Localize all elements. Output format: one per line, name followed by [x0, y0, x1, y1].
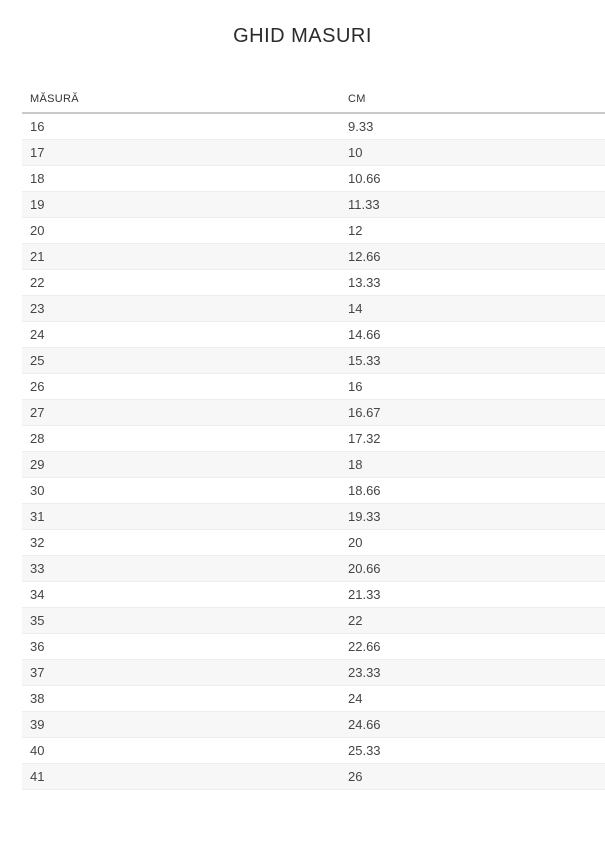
table-row: 25 15.33 [22, 347, 605, 374]
cell-cm: 20.66 [340, 555, 605, 582]
cell-cm: 11.33 [340, 191, 605, 218]
cell-size: 26 [22, 373, 340, 400]
cell-size: 34 [22, 581, 340, 608]
cell-size: 16 [22, 113, 340, 140]
table-row: 20 12 [22, 217, 605, 244]
table-row: 41 26 [22, 763, 605, 790]
cell-cm: 12 [340, 217, 605, 244]
table-row: 27 16.67 [22, 399, 605, 426]
cell-size: 36 [22, 633, 340, 660]
table-row: 39 24.66 [22, 711, 605, 738]
table-row: 31 19.33 [22, 503, 605, 530]
table-row: 23 14 [22, 295, 605, 322]
cell-cm: 9.33 [340, 113, 605, 140]
page-title: GHID MASURI [233, 25, 372, 47]
table-row: 24 14.66 [22, 321, 605, 348]
cell-size: 24 [22, 321, 340, 348]
cell-size: 33 [22, 555, 340, 582]
table-row: 30 18.66 [22, 477, 605, 504]
cell-size: 22 [22, 269, 340, 296]
cell-cm: 24.66 [340, 711, 605, 738]
cell-size: 38 [22, 685, 340, 712]
cell-size: 32 [22, 529, 340, 556]
table-row: 18 10.66 [22, 165, 605, 192]
table-row: 22 13.33 [22, 269, 605, 296]
table-row: 26 16 [22, 373, 605, 400]
table-row: 32 20 [22, 529, 605, 556]
cell-size: 40 [22, 737, 340, 764]
cell-cm: 17.32 [340, 425, 605, 452]
table-row: 36 22.66 [22, 633, 605, 660]
cell-cm: 22 [340, 607, 605, 634]
table-row: 21 12.66 [22, 243, 605, 270]
cell-size: 31 [22, 503, 340, 530]
table-body: 16 9.33 17 10 18 10.66 19 11.33 20 12 21 12.66 22 13.… [22, 113, 605, 790]
cell-cm: 22.66 [340, 633, 605, 660]
cell-size: 30 [22, 477, 340, 504]
cell-cm: 26 [340, 763, 605, 790]
cell-size: 28 [22, 425, 340, 452]
cell-size: 20 [22, 217, 340, 244]
cell-size: 23 [22, 295, 340, 322]
cell-cm: 19.33 [340, 503, 605, 530]
cell-size: 41 [22, 763, 340, 790]
cell-cm: 13.33 [340, 269, 605, 296]
table-row: 38 24 [22, 685, 605, 712]
cell-cm: 20 [340, 529, 605, 556]
cell-cm: 18 [340, 451, 605, 478]
cell-cm: 23.33 [340, 659, 605, 686]
table-row: 34 21.33 [22, 581, 605, 608]
cell-cm: 10.66 [340, 165, 605, 192]
cell-size: 21 [22, 243, 340, 270]
cell-size: 27 [22, 399, 340, 426]
cell-size: 37 [22, 659, 340, 686]
cell-size: 17 [22, 139, 340, 166]
cell-cm: 14.66 [340, 321, 605, 348]
cell-cm: 21.33 [340, 581, 605, 608]
cell-size: 19 [22, 191, 340, 218]
cell-cm: 12.66 [340, 243, 605, 270]
table-row: 28 17.32 [22, 425, 605, 452]
table-header-row: MĂSURĂ CM [22, 93, 605, 114]
table-row: 35 22 [22, 607, 605, 634]
cell-cm: 16 [340, 373, 605, 400]
cell-size: 29 [22, 451, 340, 478]
table-row: 16 9.33 [22, 113, 605, 140]
cell-cm: 25.33 [340, 737, 605, 764]
table-row: 17 10 [22, 139, 605, 166]
cell-size: 39 [22, 711, 340, 738]
cell-cm: 10 [340, 139, 605, 166]
cell-cm: 15.33 [340, 347, 605, 374]
table-row: 29 18 [22, 451, 605, 478]
size-guide-table: MĂSURĂ CM 16 9.33 17 10 18 10.66 19 11.33 20 12 21… [22, 93, 605, 790]
column-header-size: MĂSURĂ [22, 93, 340, 114]
column-header-cm: CM [340, 93, 605, 114]
table-row: 33 20.66 [22, 555, 605, 582]
cell-size: 25 [22, 347, 340, 374]
table-row: 19 11.33 [22, 191, 605, 218]
cell-cm: 24 [340, 685, 605, 712]
cell-cm: 18.66 [340, 477, 605, 504]
cell-size: 18 [22, 165, 340, 192]
table-row: 37 23.33 [22, 659, 605, 686]
cell-cm: 14 [340, 295, 605, 322]
cell-cm: 16.67 [340, 399, 605, 426]
table-row: 40 25.33 [22, 737, 605, 764]
cell-size: 35 [22, 607, 340, 634]
